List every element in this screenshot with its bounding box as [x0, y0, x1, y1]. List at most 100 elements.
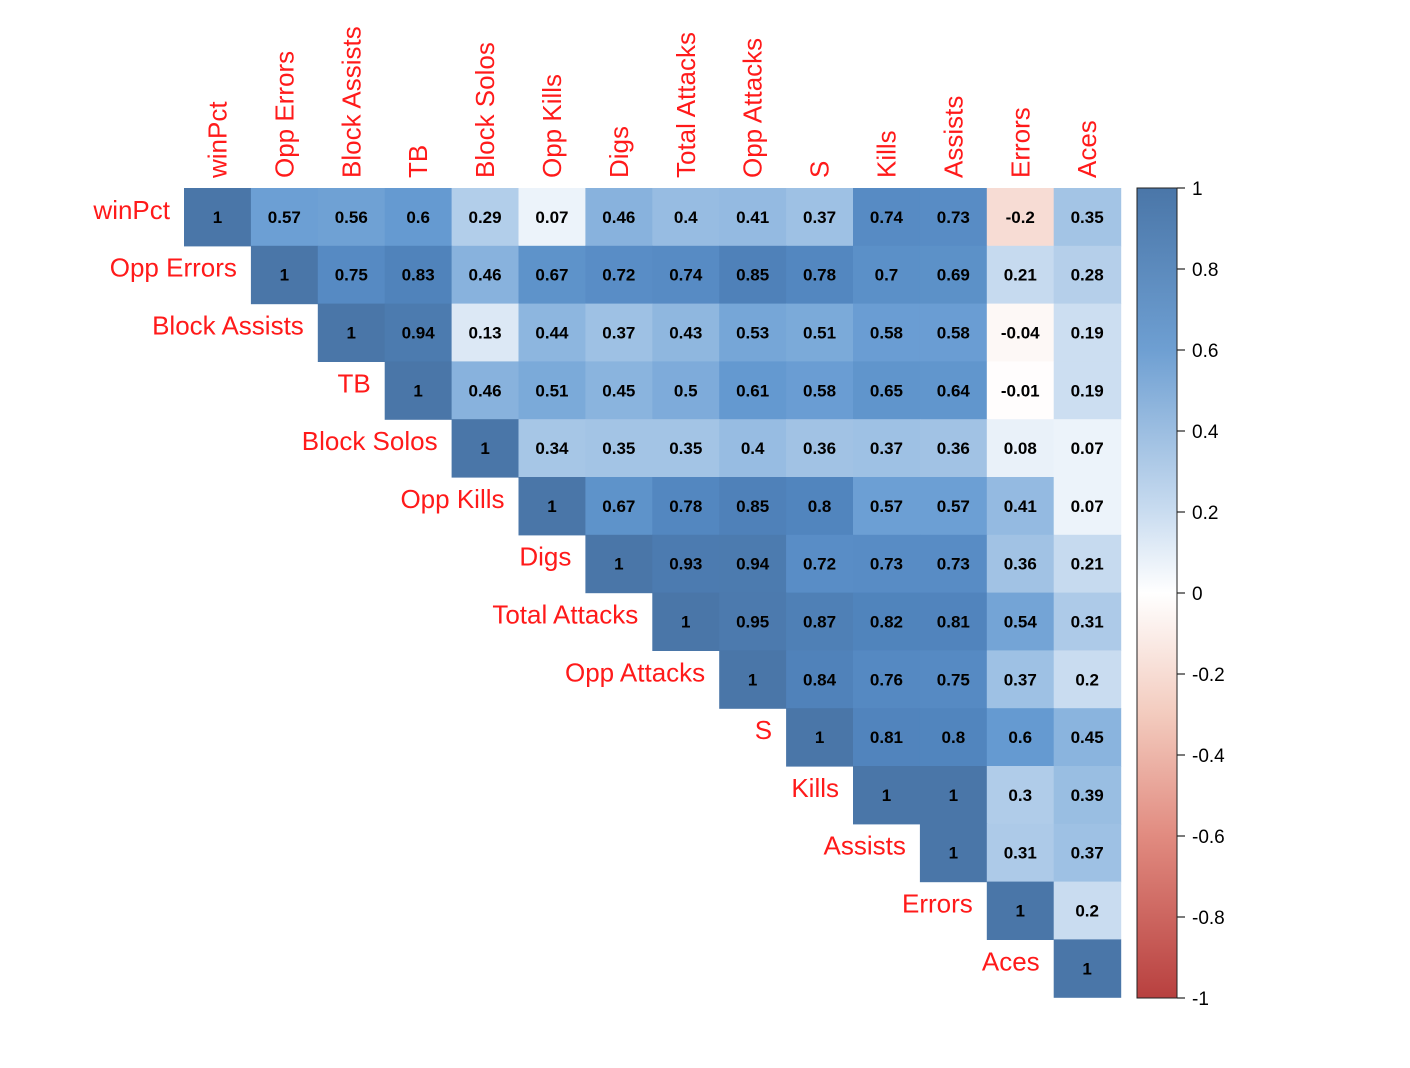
cell-kills-kills	[853, 766, 921, 825]
cell-assists-assists	[919, 823, 988, 883]
cell-value-opp-attacks-opp-attacks: 1	[748, 670, 757, 689]
cell-value-digs-aces: 0.21	[1071, 555, 1104, 574]
cell-value-tb-block-solos: 0.46	[469, 381, 502, 400]
cell-value-block-assists-digs: 0.37	[602, 324, 635, 343]
column-label-block-assists: Block Assists	[336, 26, 366, 178]
cell-value-opp-errors-block-assists: 0.75	[335, 266, 368, 285]
cell-winpct-assists	[919, 188, 988, 247]
cell-value-digs-opp-attacks: 0.94	[736, 555, 770, 574]
cell-value-opp-errors-opp-errors: 1	[280, 266, 289, 285]
cell-value-opp-kills-opp-kills: 1	[547, 497, 556, 516]
cell-value-winpct-errors: -0.2	[1006, 208, 1035, 227]
cell-winpct-block-assists	[317, 188, 386, 247]
cell-total-attacks-s	[786, 592, 854, 651]
cell-s-s	[786, 708, 854, 767]
cell-value-block-assists-total-attacks: 0.43	[669, 324, 702, 343]
cell-block-assists-block-solos	[451, 303, 520, 362]
cell-value-s-s: 1	[815, 728, 824, 747]
cell-value-kills-kills: 1	[882, 786, 891, 805]
cell-value-tb-errors: -0.01	[1001, 381, 1040, 400]
cell-total-attacks-kills	[853, 592, 921, 651]
cell-value-opp-kills-kills: 0.57	[870, 497, 903, 516]
color-legend-tick-label: -0.4	[1192, 746, 1225, 767]
color-legend-tick-label: 0.2	[1192, 503, 1218, 524]
cell-value-winpct-s: 0.37	[803, 208, 836, 227]
cell-block-solos-opp-attacks	[719, 419, 787, 478]
cell-block-assists-kills	[853, 303, 921, 362]
cell-tb-digs	[585, 361, 653, 420]
row-labels: winPct Opp Errors Block Assists TB Block Sol…	[92, 195, 1039, 976]
cell-value-block-solos-block-solos: 1	[480, 439, 489, 458]
column-label-winpct: winPct	[202, 101, 232, 179]
cell-value-digs-s: 0.72	[803, 555, 836, 574]
cell-tb-opp-kills	[518, 361, 586, 420]
cell-opp-errors-opp-errors	[250, 245, 319, 305]
cell-opp-errors-tb	[384, 245, 453, 305]
cell-s-assists	[919, 708, 988, 767]
cell-winpct-block-solos	[451, 188, 520, 247]
cell-value-block-assists-tb: 0.94	[402, 324, 436, 343]
row-label-opp-errors: Opp Errors	[110, 253, 237, 283]
cell-total-attacks-errors	[986, 592, 1055, 651]
cell-value-block-assists-aces: 0.19	[1071, 324, 1104, 343]
cell-kills-aces	[1053, 766, 1122, 825]
cell-opp-kills-aces	[1053, 477, 1122, 536]
row-label-total-attacks: Total Attacks	[492, 600, 638, 630]
cell-opp-attacks-kills	[853, 650, 921, 709]
cell-value-opp-attacks-errors: 0.37	[1004, 670, 1037, 689]
column-label-block-solos: Block Solos	[470, 42, 500, 178]
cell-digs-digs	[585, 534, 653, 594]
cell-value-total-attacks-errors: 0.54	[1004, 613, 1038, 632]
cell-value-tb-digs: 0.45	[602, 381, 635, 400]
cell-value-assists-errors: 0.31	[1004, 844, 1037, 863]
cell-opp-attacks-opp-attacks	[719, 650, 787, 709]
cell-value-opp-errors-total-attacks: 0.74	[669, 266, 703, 285]
cell-digs-aces	[1053, 534, 1122, 594]
cell-value-opp-errors-kills: 0.7	[875, 266, 899, 285]
row-label-aces: Aces	[982, 946, 1040, 976]
cell-s-kills	[853, 708, 921, 767]
cell-value-winpct-opp-errors: 0.57	[268, 208, 301, 227]
cell-value-opp-kills-aces: 0.07	[1071, 497, 1104, 516]
cell-value-opp-attacks-assists: 0.75	[937, 670, 970, 689]
cell-errors-errors	[986, 881, 1055, 940]
cell-value-total-attacks-opp-attacks: 0.95	[736, 613, 769, 632]
column-label-assists: Assists	[938, 96, 968, 178]
cell-value-tb-aces: 0.19	[1071, 381, 1104, 400]
cell-opp-errors-opp-kills	[518, 245, 586, 305]
cell-opp-errors-s	[786, 245, 854, 305]
cell-opp-kills-opp-kills	[518, 477, 586, 536]
cell-block-assists-block-assists	[317, 303, 386, 362]
cell-digs-s	[786, 534, 854, 594]
cell-assists-aces	[1053, 823, 1122, 883]
cell-value-total-attacks-assists: 0.81	[937, 613, 970, 632]
cell-value-winpct-opp-attacks: 0.41	[736, 208, 769, 227]
color-legend: 1 0.8 0.6 0.4 0.2 0 -0.2 -0.4 -0.6 -0.8 -1	[1136, 179, 1225, 1010]
cell-block-assists-digs	[585, 303, 653, 362]
cell-value-opp-kills-digs: 0.67	[602, 497, 635, 516]
cell-total-attacks-aces	[1053, 592, 1122, 651]
cell-value-opp-errors-block-solos: 0.46	[469, 266, 502, 285]
cell-block-solos-assists	[919, 419, 988, 478]
cell-value-opp-kills-assists: 0.57	[937, 497, 970, 516]
cell-tb-opp-attacks	[719, 361, 787, 420]
cell-opp-kills-s	[786, 477, 854, 536]
cell-opp-kills-digs	[585, 477, 653, 536]
cell-value-winpct-assists: 0.73	[937, 208, 970, 227]
color-legend-tick-label: -0.6	[1192, 827, 1225, 848]
cell-value-kills-errors: 0.3	[1008, 786, 1032, 805]
cell-value-block-solos-aces: 0.07	[1071, 439, 1104, 458]
cell-assists-errors	[986, 823, 1055, 883]
cell-value-block-assists-s: 0.51	[803, 324, 836, 343]
cell-aces-aces	[1053, 939, 1122, 998]
color-legend-ticks: 1 0.8 0.6 0.4 0.2 0 -0.2 -0.4 -0.6 -0.8 -1	[1177, 179, 1225, 1010]
cell-value-digs-assists: 0.73	[937, 555, 970, 574]
cell-block-assists-total-attacks	[652, 303, 720, 362]
cell-value-digs-kills: 0.73	[870, 555, 903, 574]
cell-opp-attacks-errors	[986, 650, 1055, 709]
cell-value-kills-aces: 0.39	[1071, 786, 1104, 805]
cell-value-tb-opp-kills: 0.51	[535, 381, 568, 400]
cell-block-assists-aces	[1053, 303, 1122, 362]
cell-winpct-opp-attacks	[719, 188, 787, 247]
cell-value-opp-errors-opp-attacks: 0.85	[736, 266, 769, 285]
